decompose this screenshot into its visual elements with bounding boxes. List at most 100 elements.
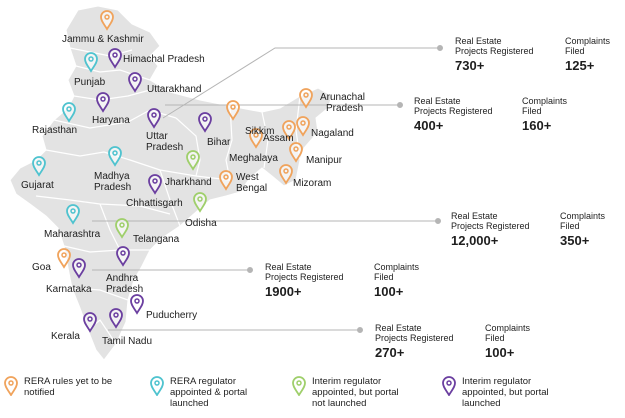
stat-north-projects: Real Estate Projects Registered 730+ (455, 36, 534, 73)
stat-value: 160+ (522, 118, 552, 133)
legend-text: Interim regulator (462, 376, 532, 387)
label-punjab: Punjab (74, 77, 106, 88)
map-pin-gujarat (32, 156, 46, 177)
map-pin-uttar-pradesh (147, 108, 161, 129)
label-madhya-pradesh-1: Madhya (94, 171, 130, 182)
map-pin-bihar (198, 112, 212, 133)
legend-text: RERA regulator (170, 376, 237, 387)
map-pin-karnataka (72, 258, 86, 279)
connector-west-dot (435, 218, 441, 224)
map-pin-arunachal-pradesh (299, 88, 313, 109)
legend-text: notified (24, 387, 55, 398)
map-pin-meghalaya (282, 120, 296, 141)
stat-label: Real Estate (265, 262, 312, 272)
stat-southwest-complaints: Complaints Filed 100+ (374, 262, 419, 299)
map-pin-punjab (84, 52, 98, 73)
label-west-bengal-2: Bengal (236, 183, 268, 194)
map-pin-maharashtra (66, 204, 80, 225)
map-pin-uttarakhand (128, 72, 142, 93)
stat-label: Projects Registered (451, 221, 530, 231)
map-pin-sikkim (226, 100, 240, 121)
stat-label: Complaints (565, 36, 611, 46)
legend-item-rules-not-notified: RERA rules yet to be notified (4, 376, 112, 398)
legend-item-interim-not-launched: Interim regulator appointed, but portal no… (292, 376, 399, 409)
legend-text: Interim regulator (312, 376, 382, 387)
label-uttarakhand: Uttarakhand (147, 84, 202, 95)
label-telangana: Telangana (133, 234, 180, 245)
connector-northeast-dot (397, 102, 403, 108)
stat-south-projects: Real Estate Projects Registered 270+ (375, 323, 454, 360)
label-karnataka: Karnataka (46, 284, 92, 295)
connector-south-dot (357, 327, 363, 333)
pin-shape (292, 376, 306, 396)
stat-label: Projects Registered (375, 333, 454, 343)
connector-north-dot (437, 45, 443, 51)
stat-value: 12,000+ (451, 233, 499, 248)
stat-label: Projects Registered (455, 46, 534, 56)
stat-label: Complaints (560, 211, 606, 221)
legend-text: appointed, but portal (312, 387, 399, 398)
connector-north (162, 47, 440, 119)
label-andhra-pradesh-2: Pradesh (106, 284, 144, 295)
label-goa: Goa (32, 262, 51, 273)
map-pin-manipur (289, 142, 303, 163)
label-meghalaya: Meghalaya (229, 153, 278, 164)
pin-shape (442, 376, 456, 396)
map-pin-tamil-nadu (109, 308, 123, 329)
legend-item-interim-launched: Interim regulator appointed, but portal la… (442, 376, 549, 409)
map-pin-icon (4, 376, 18, 396)
pin-shape (150, 376, 164, 396)
label-tamil-nadu: Tamil Nadu (102, 336, 153, 347)
stat-label: Filed (522, 106, 542, 116)
connector-southwest-dot (247, 267, 253, 273)
legend-text: launched (462, 398, 501, 409)
map-pin-chhattisgarh (148, 174, 162, 195)
map-pin-madhya-pradesh (108, 146, 122, 167)
label-jammu-kashmir: Jammu & Kashmir (62, 34, 144, 45)
map-pin-icon (292, 376, 306, 396)
connector-lines (92, 45, 443, 333)
label-chhattisgarh: Chhattisgarh (126, 198, 183, 209)
legend-item-regulator-portal-launched: RERA regulator appointed & portal launched (150, 376, 247, 409)
legend-text: appointed & portal (170, 387, 248, 398)
stat-label: Complaints (522, 96, 568, 106)
label-madhya-pradesh-2: Pradesh (94, 182, 132, 193)
stat-label: Real Estate (414, 96, 461, 106)
label-gujarat: Gujarat (21, 180, 54, 191)
stat-label: Complaints (485, 323, 531, 333)
label-kerala: Kerala (51, 331, 80, 342)
label-mizoram: Mizoram (293, 178, 332, 189)
map-pin-nagaland (296, 116, 310, 137)
stat-value: 100+ (374, 284, 404, 299)
label-andhra-pradesh-1: Andhra (106, 273, 139, 284)
pin-shape (4, 376, 18, 396)
map-pin-jammu-kashmir (100, 10, 114, 31)
stat-value: 350+ (560, 233, 590, 248)
map-pin-andhra-pradesh (116, 246, 130, 267)
stat-label: Filed (374, 272, 394, 282)
stat-label: Projects Registered (265, 272, 344, 282)
map-pin-odisha (193, 192, 207, 213)
legend-text: not launched (312, 398, 367, 409)
stat-label: Filed (565, 46, 585, 56)
label-arunachal-pradesh-1: Arunachal (320, 92, 366, 103)
label-arunachal-pradesh-2: Pradesh (326, 103, 364, 114)
label-jharkhand: Jharkhand (165, 177, 212, 188)
label-bihar: Bihar (207, 137, 231, 148)
stat-west-projects: Real Estate Projects Registered 12,000+ (451, 211, 530, 248)
legend-text: RERA rules yet to be (24, 376, 113, 387)
stat-label: Filed (485, 333, 505, 343)
map-pin-goa (57, 248, 71, 269)
stat-northeast-complaints: Complaints Filed 160+ (522, 96, 567, 133)
label-rajasthan: Rajasthan (32, 125, 78, 136)
label-odisha: Odisha (185, 218, 217, 229)
legend-text: launched (170, 398, 209, 409)
label-himachal-pradesh: Himachal Pradesh (123, 54, 205, 65)
stat-southwest-projects: Real Estate Projects Registered 1900+ (265, 262, 344, 299)
stat-value: 270+ (375, 345, 405, 360)
map-pin-west-bengal (219, 170, 233, 191)
pins-layer (32, 10, 313, 333)
label-west-bengal-1: West (236, 172, 259, 183)
map-pin-himachal-pradesh (108, 48, 122, 69)
